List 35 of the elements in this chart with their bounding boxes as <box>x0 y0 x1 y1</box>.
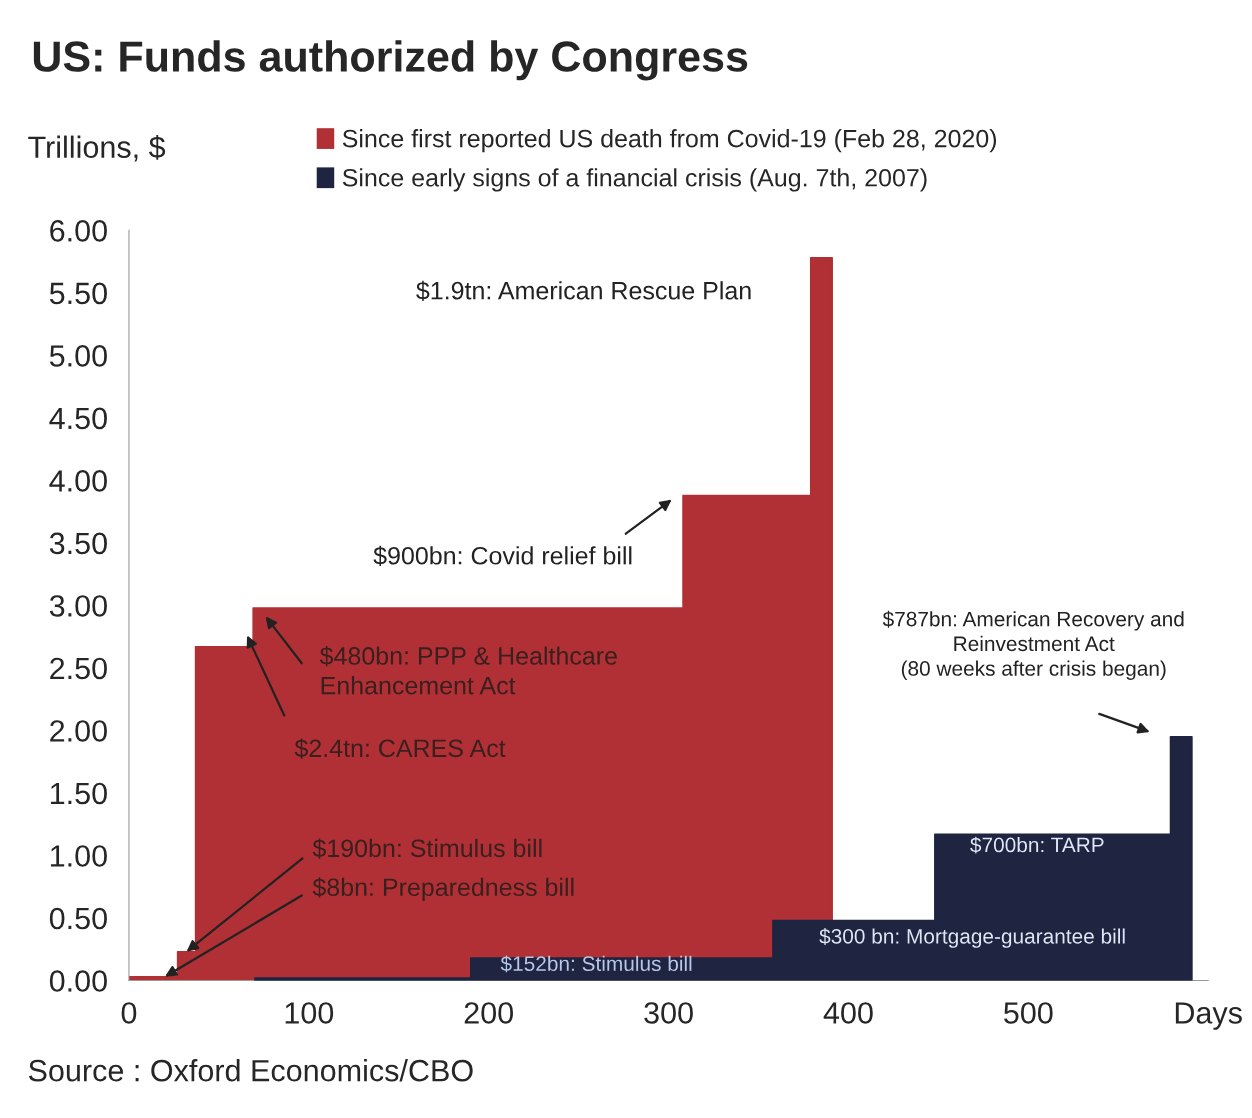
y-tick-label: 1.50 <box>50 782 107 805</box>
y-axis-title: Trillions, $ <box>28 135 166 162</box>
x-tick-label: Days <box>1175 1002 1242 1030</box>
y-tick-label: 2.50 <box>50 657 107 680</box>
y-tick-label: 4.00 <box>49 470 107 492</box>
y-tick-label: 0.50 <box>49 907 107 930</box>
x-tick-label: 500 <box>1004 1002 1053 1024</box>
x-tick-label: 100 <box>285 1002 334 1024</box>
annotation: $480bn: PPP & Healthcare Enhancement Act <box>319 646 617 695</box>
x-tick-label: 300 <box>644 1002 693 1024</box>
legend-label: Since first reported US death from Covid-19 (Feb 28, 2020) <box>342 129 997 153</box>
source-note: Source : Oxford Economics/CBO <box>28 1059 473 1082</box>
y-tick-label: 4.50 <box>49 407 107 430</box>
y-tick-label: 1.00 <box>50 845 107 867</box>
y-tick-label: 6.00 <box>50 220 107 242</box>
y-tick-label: 3.00 <box>49 595 107 617</box>
y-tick-label: 3.50 <box>49 532 107 555</box>
annotation: $900bn: Covid relief bill <box>373 545 632 567</box>
y-tick-label: 2.00 <box>50 720 107 742</box>
annotation: $152bn: Stimulus bill <box>500 955 692 973</box>
x-tick-label: 400 <box>823 1002 873 1024</box>
y-tick-label: 5.50 <box>49 282 107 305</box>
x-tick-label: 0 <box>121 1002 137 1024</box>
annotation: $8bn: Preparedness bill <box>312 877 574 902</box>
annotation: $1.9tn: American Rescue Plan <box>416 280 751 302</box>
y-tick-label: 0.00 <box>49 970 107 992</box>
annotation: $190bn: Stimulus bill <box>312 838 542 859</box>
y-tick-label: 5.00 <box>49 345 107 367</box>
annotation: $2.4tn: CARES Act <box>294 738 506 759</box>
annotation: $300 bn: Mortgage-guarantee bill <box>819 928 1125 948</box>
annotation: $787bn: American Recovery and Reinvestment Act (80 weeks after crisis began) <box>882 610 1184 680</box>
chart-title: US: Funds authorized by Congress <box>33 40 748 81</box>
legend-label: Since early signs of a financial crisis (Aug. 7th, 2007) <box>342 168 927 192</box>
x-tick-label: 200 <box>464 1002 513 1024</box>
annotation: $700bn: TARP <box>970 836 1104 854</box>
